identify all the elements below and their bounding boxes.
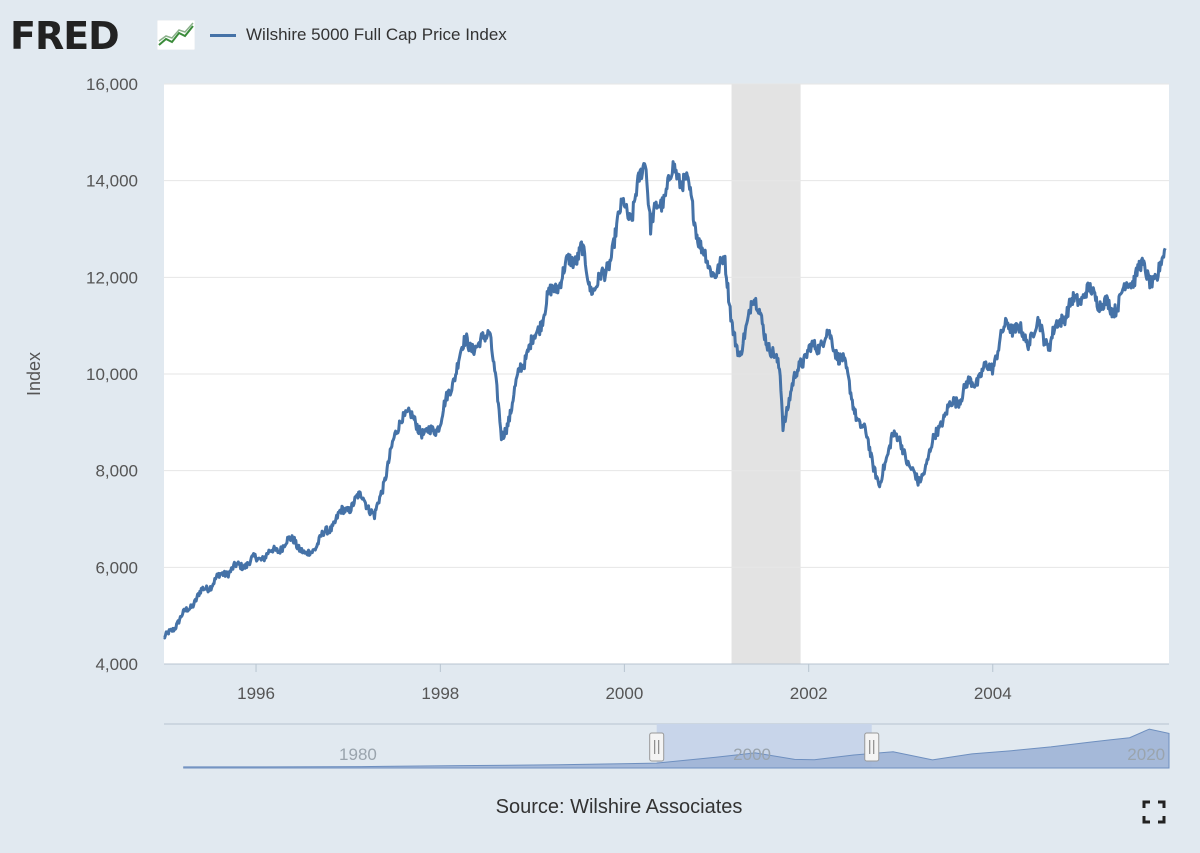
x-tick-label: 2002 [790,684,828,703]
y-axis-label: Index [24,352,44,396]
x-tick-label: 2004 [974,684,1012,703]
chart[interactable]: 4,0006,0008,00010,00012,00014,00016,000 … [0,0,1200,790]
fullscreen-expand-icon[interactable] [1142,800,1166,824]
legend-series-label: Wilshire 5000 Full Cap Price Index [246,25,507,44]
y-tick-label: 8,000 [95,462,138,481]
range-navigator[interactable]: 1980 2000 2020 [164,723,1170,769]
y-tick-label: 4,000 [95,655,138,674]
fred-logo[interactable]: FRED [10,14,120,58]
y-tick-label: 16,000 [86,75,138,94]
series-line[interactable] [163,160,1167,640]
y-tick-label: 6,000 [95,558,138,577]
navigator-year-label: 2020 [1127,745,1165,764]
x-tick-label: 1996 [237,684,275,703]
navigator-year-label: 1980 [339,745,377,764]
chart-legend[interactable]: Wilshire 5000 Full Cap Price Index [210,20,507,50]
navigator-range-handle[interactable] [649,732,665,762]
navigator-range-handle[interactable] [864,732,880,762]
source-note: Source: Wilshire Associates [495,796,743,818]
x-tick-label: 2000 [605,684,643,703]
y-tick-label: 10,000 [86,365,138,384]
x-tick-label: 1998 [421,684,459,703]
y-tick-label: 12,000 [86,268,138,287]
trend-line-chart-icon [157,20,195,50]
legend-series-swatch [210,33,236,37]
chart-header: FRED Wilshire 5000 Full Cap Price Index [10,10,710,58]
navigator-year-label: 2000 [733,745,771,764]
y-tick-label: 14,000 [86,172,138,191]
